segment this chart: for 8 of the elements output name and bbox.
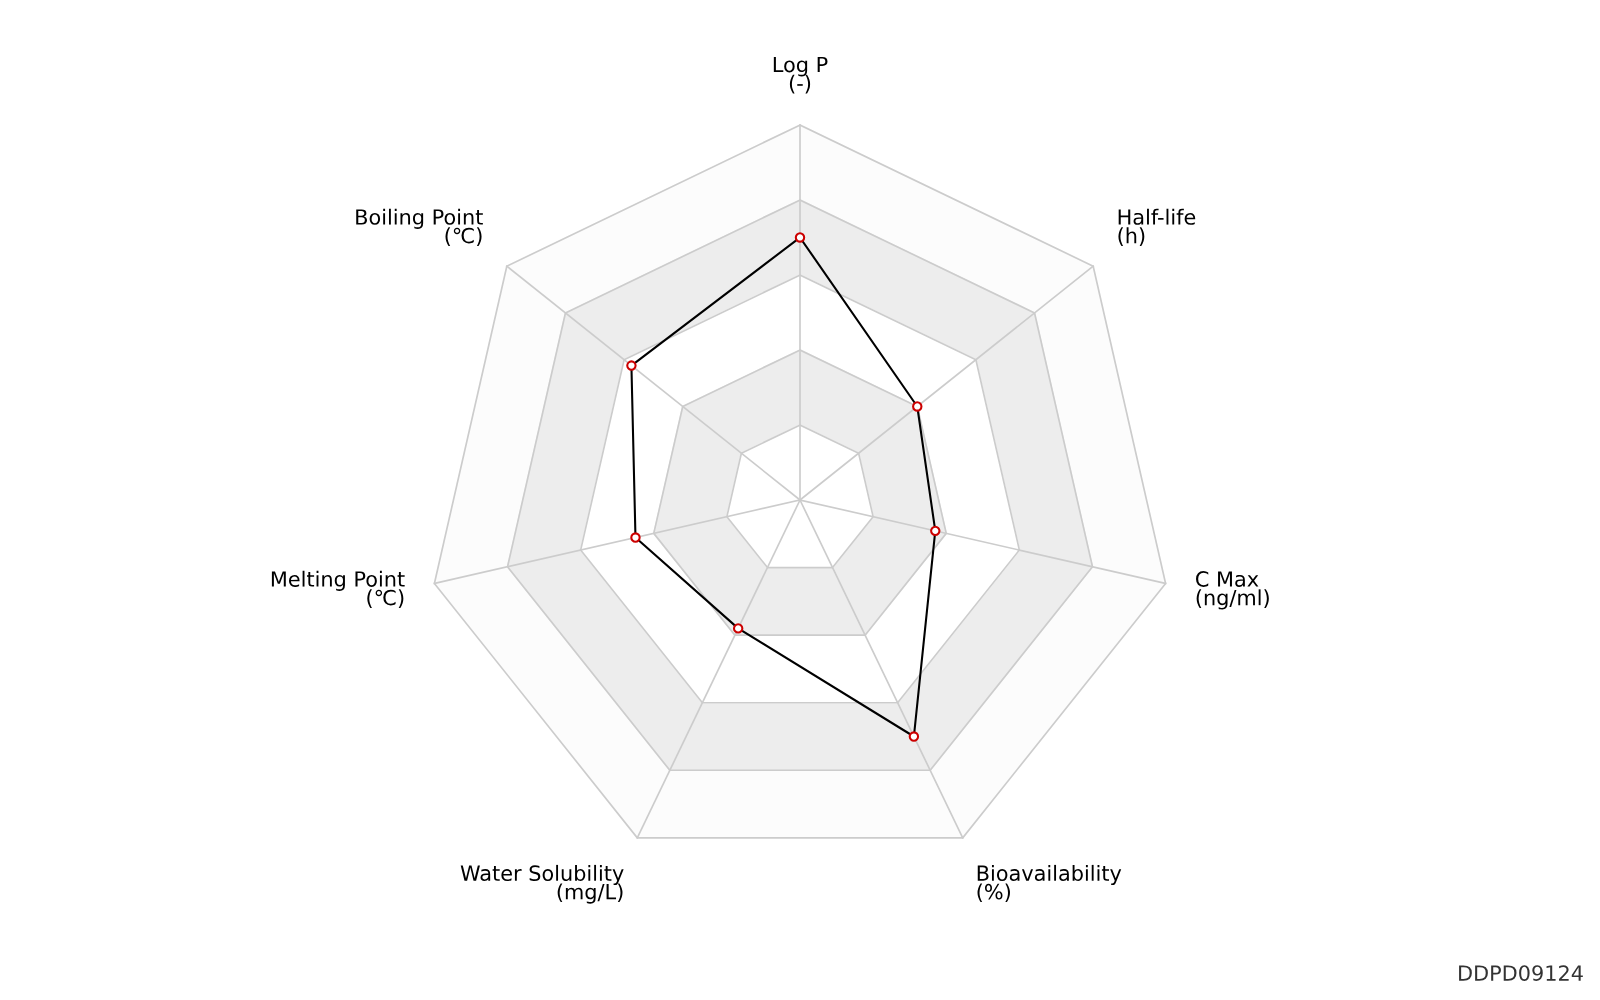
spoke-label: Half-life (h) [1118, 208, 1196, 246]
spoke-label: Water Solubility (mg/L) [460, 864, 624, 904]
spoke-label: C Max (ng/ml) [1196, 571, 1269, 610]
spoke-label: Boiling Point (℃) [356, 208, 483, 246]
text: DDPD09124 [1459, 965, 1583, 981]
spoke-label: Bioavailability (%) [977, 864, 1122, 903]
spoke-label: Melting Point (℃) [271, 570, 405, 608]
spoke-label: Log P (-) [773, 56, 828, 94]
